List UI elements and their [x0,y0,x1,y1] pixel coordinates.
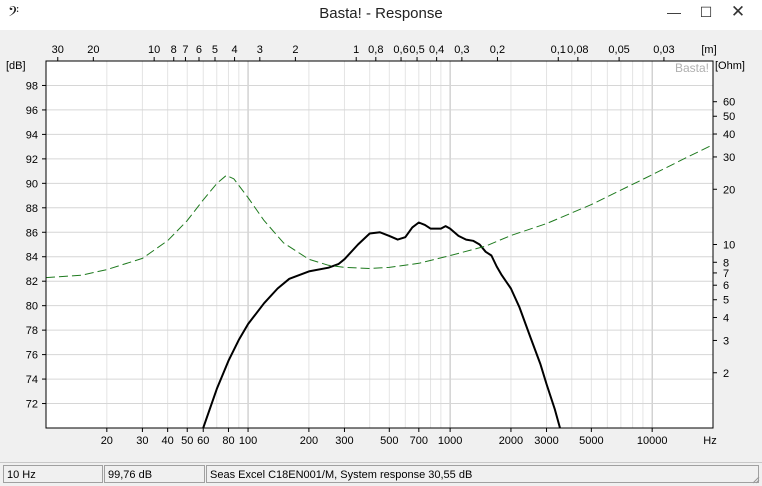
top-tick-label: 6 [196,44,202,56]
y-left-tick-label: 76 [26,350,38,362]
status-level: 99,76 dB [104,465,205,483]
y-right-tick-label: 20 [723,184,735,196]
minimize-button[interactable]: — [667,4,681,20]
plot-background [46,61,713,428]
top-tick-label: 2 [292,44,298,56]
top-tick-label: 20 [87,44,99,56]
y-right-tick-label: 4 [723,313,729,325]
y-left-tick-label: 90 [26,178,38,190]
x-tick-label: 5000 [579,435,603,447]
maximize-button[interactable]: ☐ [699,4,713,20]
x-unit-label: Hz [703,435,716,447]
x-tick-label: 60 [197,435,209,447]
top-tick-label: 3 [257,44,263,56]
y-left-tick-label: 86 [26,227,38,239]
top-tick-label: 0,1 [551,44,566,56]
y-left-tick-label: 72 [26,399,38,411]
top-tick-label: 1 [353,44,359,56]
top-tick-label: 0,6 [393,44,408,56]
response-chart[interactable]: 20 30 40 50 60 80 100 200 300 500 700 1000 2000 3000 5… [0,30,762,462]
y-right-unit-label: [Ohm] [715,60,745,72]
y-right-tick-label: 40 [723,129,735,141]
y-left-tick-label: 98 [26,80,38,92]
top-tick-label: 4 [232,44,238,56]
y-left-tick-label: 80 [26,301,38,313]
impedance-line [46,144,713,279]
top-tick-label: 0,08 [567,44,588,56]
y-left-unit-label: [dB] [6,60,26,72]
x-tick-label: 500 [380,435,398,447]
y-right-tick-label: 10 [723,240,735,252]
y-left-tick-label: 92 [26,154,38,166]
y-left-tick-label: 94 [26,129,38,141]
top-tick-label: 0,4 [429,44,444,56]
top-tick-label: 30 [52,44,64,56]
y-left-tick-label: 84 [26,252,38,264]
status-info: Seas Excel C18EN001/M, System response 3… [206,465,759,483]
x-tick-label: 3000 [534,435,558,447]
y-left-tick-label: 96 [26,105,38,117]
x-tick-label: 20 [101,435,113,447]
spl-response-line [202,221,561,428]
top-tick-label: 0,03 [653,44,674,56]
x-tick-label: 50 [181,435,193,447]
top-tick-label: 5 [212,44,218,56]
title-bar[interactable]: 𝄢 Basta! - Response — ☐ ✕ [0,0,762,30]
y-left-tick-label: 78 [26,325,38,337]
x-tick-label: 200 [300,435,318,447]
resize-grip-icon[interactable] [750,474,760,484]
y-right-tick-label: 50 [723,111,735,123]
top-tick-label: 7 [182,44,188,56]
close-button[interactable]: ✕ [730,2,746,21]
x-tick-label: 1000 [438,435,462,447]
window-title: Basta! - Response [319,5,443,22]
top-tick-label: 0,8 [368,44,383,56]
x-tick-label: 10000 [637,435,668,447]
status-frequency: 10 Hz [3,465,103,483]
x-tick-label: 2000 [499,435,523,447]
y-right-tick-label: 3 [723,335,729,347]
x-tick-label: 100 [239,435,257,447]
top-tick-label: 8 [171,44,177,56]
y-right-tick-label: 60 [723,97,735,109]
y-right-tick-label: 2 [723,368,729,380]
y-left-tick-label: 74 [26,374,38,386]
top-tick-label: 0,5 [409,44,424,56]
x-tick-label: 300 [335,435,353,447]
top-tick-label: 0,3 [454,44,469,56]
y-left-tick-label: 82 [26,276,38,288]
status-bar: 10 Hz 99,76 dB Seas Excel C18EN001/M, Sy… [0,462,762,486]
bass-clef-icon[interactable]: 𝄢 [8,4,19,24]
response-plot-area[interactable]: 20 30 40 50 60 80 100 200 300 500 700 1000 2000 3000 5… [0,30,762,462]
top-tick-label: 10 [148,44,160,56]
x-tick-label: 40 [162,435,174,447]
y-right-tick-label: 8 [723,257,729,269]
y-right-tick-label: 30 [723,152,735,164]
top-tick-label: 0,05 [608,44,629,56]
basta-watermark: Basta! [675,61,709,75]
top-unit-label: [m] [701,44,716,56]
y-left-tick-label: 88 [26,203,38,215]
x-tick-label: 30 [136,435,148,447]
y-right-tick-label: 6 [723,280,729,292]
top-tick-label: 0,2 [490,44,505,56]
x-tick-label: 80 [222,435,234,447]
x-tick-label: 700 [410,435,428,447]
y-right-tick-label: 7 [723,268,729,280]
y-right-tick-label: 5 [723,295,729,307]
